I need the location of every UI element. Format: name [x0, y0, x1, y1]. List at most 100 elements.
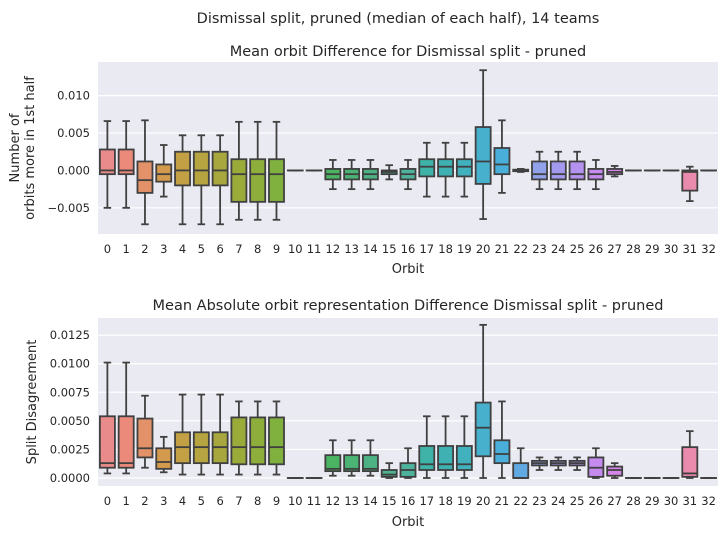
- box-orbit-1: [117, 361, 135, 475]
- box-iqr: [117, 415, 135, 469]
- box-orbit-16: [399, 447, 417, 479]
- x-tick-label: 2: [141, 242, 148, 256]
- box-iqr: [155, 163, 173, 183]
- box-iqr: [230, 416, 248, 466]
- x-tick-label: 8: [254, 242, 261, 256]
- box-orbit-8: [249, 120, 267, 221]
- x-tick-label: 12: [326, 242, 341, 256]
- y-tick-label: −0.005: [47, 201, 90, 215]
- box-iqr: [493, 147, 511, 176]
- box-orbit-27: [606, 165, 624, 178]
- box-orbit-6: [211, 393, 229, 476]
- box-orbit-15: [380, 462, 398, 479]
- y-tick-label: 0.000: [57, 163, 90, 177]
- y-axis-label: Number of: [8, 113, 23, 182]
- box-iqr: [418, 158, 436, 178]
- box-orbit-20: [474, 69, 492, 220]
- x-tick-label: 20: [476, 494, 491, 508]
- x-tick-label: 6: [216, 494, 223, 508]
- x-tick-label: 27: [607, 242, 622, 256]
- box-orbit-26: [587, 447, 605, 479]
- figure-suptitle: Dismissal split, pruned (median of each …: [197, 11, 600, 27]
- x-tick-label: 14: [363, 494, 378, 508]
- x-tick-label: 0: [104, 494, 111, 508]
- x-tick-label: 2: [141, 494, 148, 508]
- box-iqr: [343, 454, 361, 473]
- box-orbit-21: [493, 400, 511, 479]
- box-orbit-0: [98, 361, 116, 475]
- x-tick-label: 6: [216, 242, 223, 256]
- x-tick-label: 15: [382, 242, 397, 256]
- x-tick-label: 30: [664, 494, 679, 508]
- x-tick-label: 32: [701, 494, 716, 508]
- box-orbit-18: [437, 415, 454, 479]
- box-iqr: [117, 148, 135, 176]
- box-orbit-19: [455, 415, 473, 479]
- box-iqr: [136, 160, 154, 194]
- box-iqr: [549, 160, 567, 181]
- box-orbit-24: [549, 150, 567, 191]
- box-orbit-9: [268, 400, 285, 476]
- x-tick-label: 23: [532, 494, 547, 508]
- x-tick-label: 11: [307, 494, 322, 508]
- x-tick-label: 26: [589, 242, 604, 256]
- box-orbit-4: [174, 393, 191, 476]
- x-tick-label: 24: [551, 494, 566, 508]
- x-tick-label: 9: [273, 242, 280, 256]
- box-orbit-5: [192, 393, 210, 476]
- x-tick-label: 22: [513, 242, 528, 256]
- x-tick-label: 17: [419, 494, 434, 508]
- x-tick-label: 8: [254, 494, 261, 508]
- y-tick-label: 0.010: [57, 89, 90, 103]
- box-iqr: [474, 126, 492, 185]
- box-iqr: [681, 446, 699, 478]
- x-tick-label: 20: [476, 242, 491, 256]
- box-orbit-14: [362, 159, 379, 191]
- x-tick-label: 15: [382, 494, 397, 508]
- top-panel: −0.005 0.000 0.005 0.010 Mean orbit Differen…: [8, 44, 718, 277]
- box-iqr: [230, 158, 248, 203]
- x-tick-label: 12: [326, 494, 341, 508]
- x-tick-label: 16: [401, 494, 416, 508]
- box-orbit-23: [531, 150, 548, 191]
- box-iqr: [98, 415, 116, 469]
- box-iqr: [437, 158, 454, 178]
- x-tick-label: 21: [495, 494, 510, 508]
- y-tick-label: 0.0075: [50, 385, 90, 399]
- x-tick-label: 4: [179, 242, 186, 256]
- box-orbit-26: [587, 159, 605, 191]
- y-tick-label: 0.0000: [50, 471, 90, 485]
- x-tick-label: 10: [288, 494, 303, 508]
- box-iqr: [531, 160, 548, 181]
- box-orbit-1: [117, 120, 135, 209]
- x-tick-label: 31: [682, 242, 697, 256]
- box-iqr: [192, 150, 210, 187]
- x-tick-label: 19: [457, 242, 472, 256]
- x-tick-label: 0: [104, 242, 111, 256]
- box-orbit-22: [512, 168, 530, 173]
- box-iqr: [568, 160, 586, 181]
- box-orbit-24: [549, 456, 567, 471]
- x-tick-label: 28: [626, 494, 641, 508]
- box-orbit-13: [343, 439, 361, 477]
- box-iqr: [136, 417, 154, 459]
- box-orbit-3: [155, 435, 173, 474]
- box-orbit-7: [230, 400, 248, 476]
- box-orbit-19: [455, 141, 473, 198]
- box-orbit-31: [681, 430, 699, 479]
- box-iqr: [249, 416, 267, 466]
- box-orbit-9: [268, 120, 285, 221]
- box-orbit-23: [531, 456, 548, 471]
- box-orbit-17: [418, 141, 436, 198]
- panel-title: Mean Absolute orbit representation Diffe…: [153, 298, 664, 314]
- x-tick-label: 3: [160, 494, 167, 508]
- box-iqr: [437, 445, 454, 471]
- x-tick-label: 30: [664, 242, 679, 256]
- box-orbit-27: [606, 462, 624, 479]
- x-tick-label: 22: [513, 494, 528, 508]
- box-orbit-25: [568, 456, 586, 471]
- box-orbit-8: [249, 400, 267, 476]
- box-orbit-12: [324, 439, 342, 477]
- box-iqr: [606, 465, 624, 477]
